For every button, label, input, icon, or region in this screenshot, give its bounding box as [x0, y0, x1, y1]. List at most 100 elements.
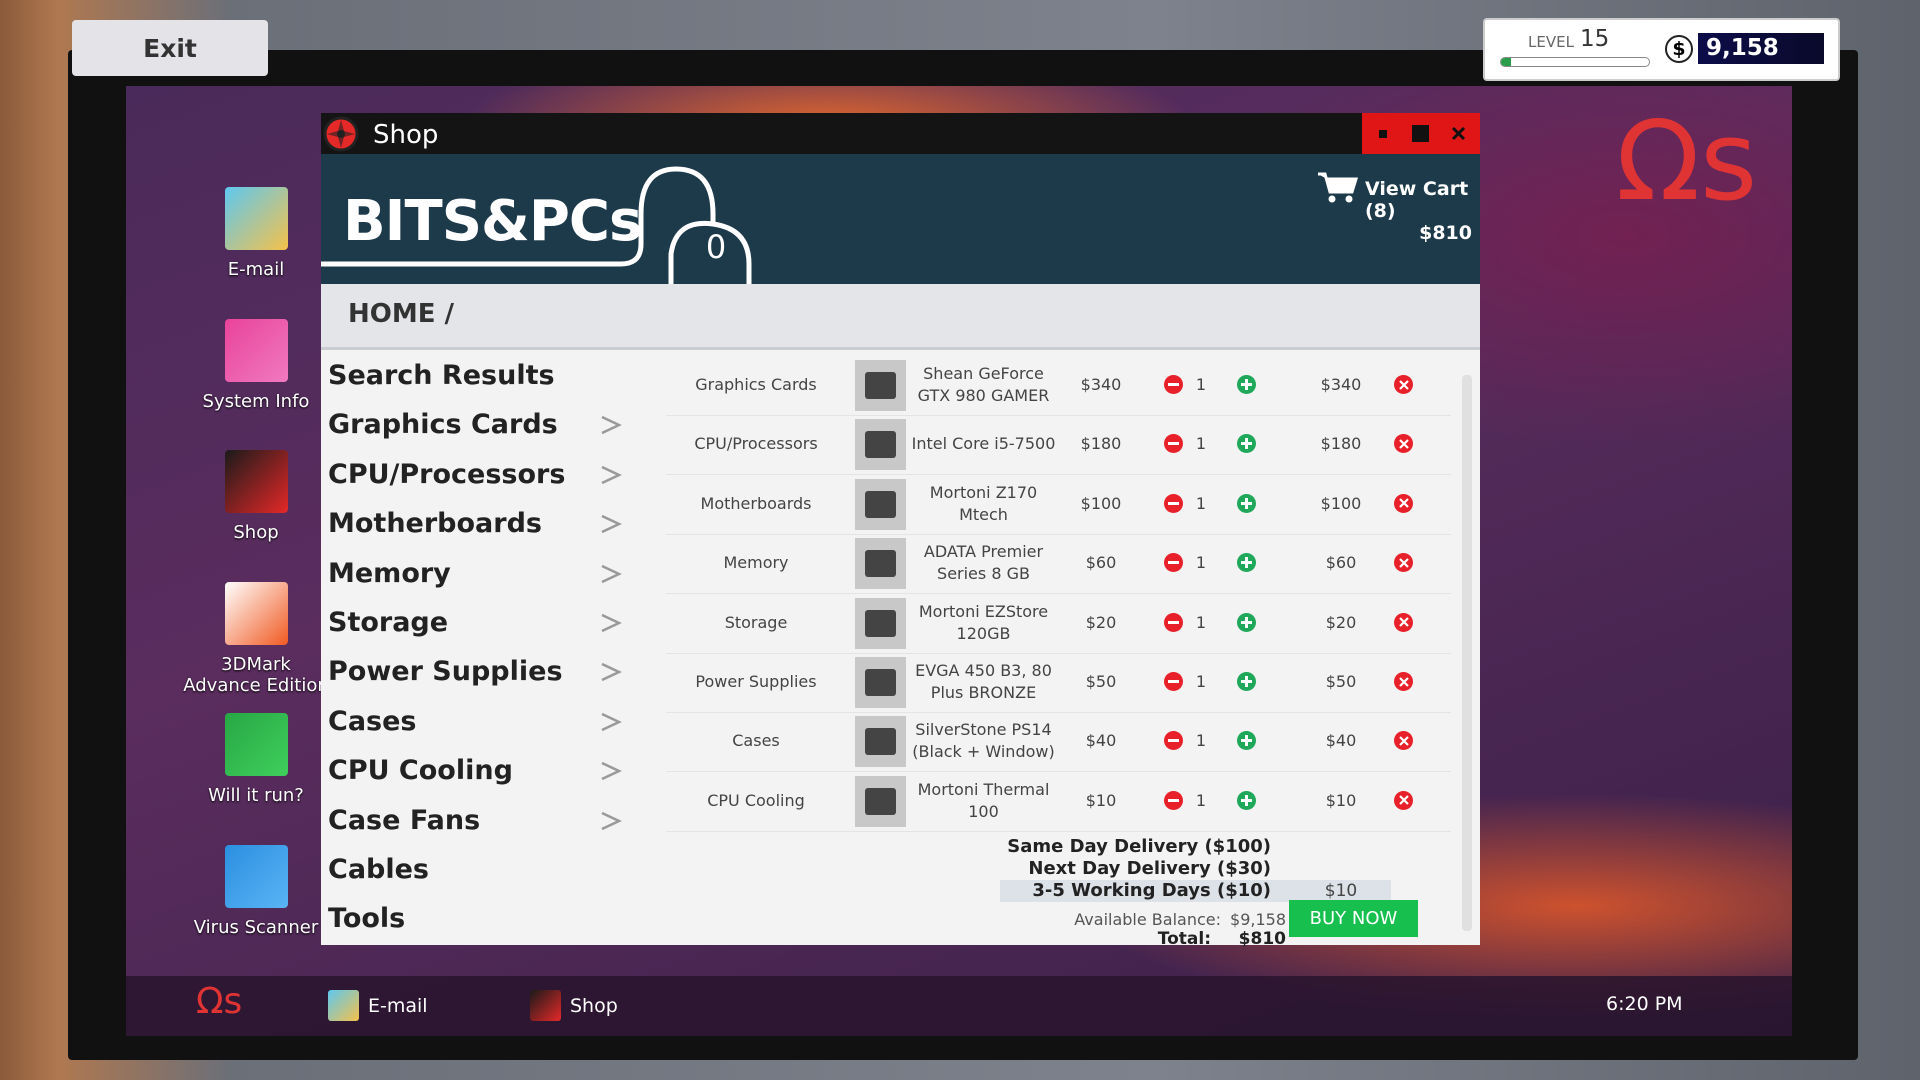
item-name[interactable]: Intel Core i5-7500	[911, 434, 1056, 454]
item-quantity: 1	[1195, 612, 1207, 632]
remove-button[interactable]	[1394, 790, 1413, 810]
increase-button[interactable]	[1237, 790, 1256, 810]
category-link[interactable]: Cables	[328, 854, 429, 885]
increase-button[interactable]	[1237, 434, 1256, 454]
submenu-arrow	[601, 465, 622, 484]
desktop-icon[interactable]: 3DMark Advance Edition	[181, 581, 331, 707]
category-link[interactable]: Graphics Cards	[328, 409, 558, 441]
item-name[interactable]: SilverStone PS14 (Black + Window)	[912, 720, 1055, 762]
desktop-icon[interactable]: Will it run?	[181, 713, 331, 838]
view-cart-link[interactable]: View Cart (8)	[1365, 178, 1469, 222]
thumbnail-part	[865, 728, 896, 756]
delivery-option[interactable]: Same Day Delivery ($100)	[1007, 836, 1271, 857]
icon-image	[225, 581, 288, 645]
delivery-price: $10	[1324, 881, 1358, 901]
maximize-button[interactable]	[1412, 125, 1429, 142]
item-name[interactable]: Mortoni EZStore 120GB	[918, 601, 1049, 643]
delivery-option[interactable]: 3-5 Working Days ($10)	[1032, 880, 1271, 901]
item-name[interactable]: Mortoni Thermal 100	[917, 779, 1050, 821]
remove-button[interactable]	[1394, 493, 1413, 513]
clock: 6:20 PM	[1606, 993, 1683, 1015]
decrease-button[interactable]	[1164, 790, 1183, 810]
submenu-arrow	[601, 515, 622, 534]
minus-glyph	[1168, 739, 1179, 743]
scrollbar[interactable]	[1462, 375, 1472, 931]
decrease-button[interactable]	[1164, 375, 1183, 394]
remove-button[interactable]	[1394, 434, 1413, 454]
desktop-icon[interactable]: System Info	[181, 318, 331, 444]
increase-button[interactable]	[1237, 493, 1256, 513]
category-link[interactable]: Cases	[328, 705, 417, 737]
category-link[interactable]: Case Fans	[328, 804, 481, 836]
increase-button[interactable]	[1237, 672, 1256, 691]
item-name[interactable]: Shean GeForce GTX 980 GAMER	[917, 364, 1050, 405]
taskbar-label: Shop	[570, 995, 618, 1017]
item-category: Storage	[724, 612, 788, 632]
remove-button[interactable]	[1394, 612, 1413, 632]
breadcrumb[interactable]: HOME /	[348, 299, 455, 329]
item-category: Power Supplies	[695, 672, 817, 691]
category-link[interactable]: Search Results	[328, 360, 555, 391]
category-link[interactable]: Memory	[328, 557, 451, 589]
increase-button[interactable]	[1237, 612, 1256, 632]
category-link[interactable]: Motherboards	[328, 508, 542, 540]
delivery-option[interactable]: Next Day Delivery ($30)	[1028, 858, 1271, 879]
category-link[interactable]: Power Supplies	[328, 656, 563, 688]
item-name[interactable]: EVGA 450 B3, 80 Plus BRONZE	[915, 661, 1052, 702]
decrease-button[interactable]	[1164, 731, 1183, 751]
item-thumbnail	[855, 657, 906, 708]
item-quantity: 1	[1195, 553, 1207, 573]
increase-button[interactable]	[1237, 553, 1256, 573]
remove-button[interactable]	[1394, 375, 1413, 394]
cart-row: Motherboards Mortoni Z170 Mtech $100 1 $100	[666, 476, 1451, 535]
exit-button[interactable]: Exit	[72, 20, 268, 76]
submenu-arrow	[601, 613, 622, 633]
close-button[interactable]	[1451, 126, 1466, 141]
desktop-icon[interactable]: Virus Scanner	[181, 845, 331, 970]
minimize-button[interactable]	[1379, 130, 1387, 138]
balance-label: Available Balance:	[1074, 910, 1221, 929]
decrease-button[interactable]	[1164, 612, 1183, 632]
item-subtotal: $40	[1325, 731, 1357, 751]
icon-label: 3DMark Advance Edition	[183, 653, 329, 696]
decrease-button[interactable]	[1164, 553, 1183, 573]
buy-now-button[interactable]: BUY NOW	[1289, 900, 1418, 937]
remove-button[interactable]	[1394, 672, 1413, 691]
submenu-arrow	[601, 663, 622, 682]
money-value: 9,158	[1698, 33, 1824, 64]
item-name[interactable]: ADATA Premier Series 8 GB	[923, 542, 1044, 584]
increase-button[interactable]	[1237, 375, 1256, 394]
taskbar: Ωs 6:20 PM E-mail Shop	[126, 976, 1792, 1036]
submenu-arrow	[601, 811, 622, 830]
category-link[interactable]: CPU Cooling	[328, 755, 513, 787]
category-link[interactable]: Tools	[328, 903, 406, 935]
desktop-icon[interactable]: Shop	[181, 450, 331, 575]
desktop-icon[interactable]: E-mail	[181, 187, 331, 312]
remove-button[interactable]	[1394, 553, 1413, 573]
minus-glyph	[1168, 442, 1179, 446]
cart-icon[interactable]	[1316, 170, 1358, 204]
plus-glyph	[1241, 557, 1252, 569]
item-quantity: 1	[1195, 790, 1207, 810]
item-quantity: 1	[1195, 731, 1207, 751]
thumbnail-part	[865, 431, 896, 459]
x-glyph	[1398, 676, 1409, 687]
start-button[interactable]: Ωs	[196, 981, 243, 1022]
cart-row: Cases SilverStone PS14 (Black + Window) $4…	[666, 713, 1451, 773]
item-category: Memory	[723, 553, 789, 573]
window-controls	[1362, 113, 1480, 154]
decrease-button[interactable]	[1164, 493, 1183, 513]
category-link[interactable]: CPU/Processors	[328, 458, 566, 490]
submenu-arrow	[601, 564, 622, 583]
taskbar-item[interactable]: E-mail	[328, 986, 488, 1026]
plus-glyph	[1241, 497, 1252, 509]
taskbar-item[interactable]: Shop	[530, 986, 690, 1026]
increase-button[interactable]	[1237, 731, 1256, 751]
decrease-button[interactable]	[1164, 672, 1183, 691]
remove-button[interactable]	[1394, 731, 1413, 751]
category-link[interactable]: Storage	[328, 607, 449, 638]
item-name[interactable]: Mortoni Z170 Mtech	[929, 482, 1038, 524]
decrease-button[interactable]	[1164, 434, 1183, 454]
item-category: Motherboards	[700, 493, 812, 513]
plus-glyph	[1241, 735, 1252, 747]
